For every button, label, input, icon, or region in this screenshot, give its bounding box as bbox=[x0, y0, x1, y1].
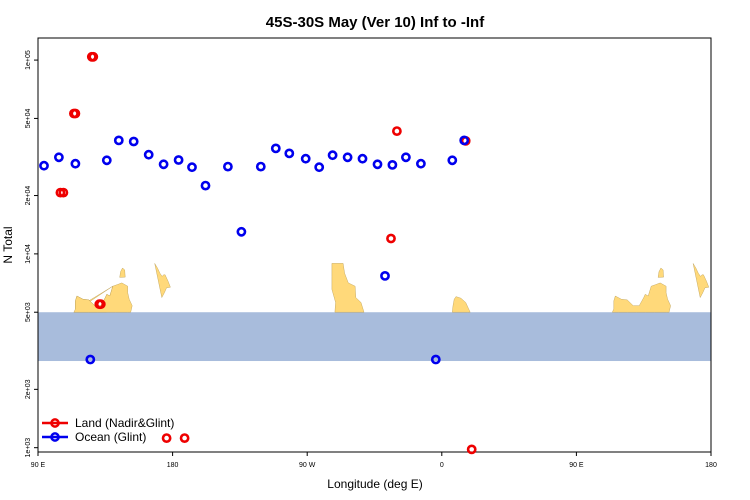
ocean-data-point bbox=[54, 152, 64, 163]
ocean-data-point bbox=[314, 162, 325, 173]
ocean-data-point bbox=[270, 143, 281, 154]
ocean-data-point bbox=[85, 354, 96, 365]
land-tasmania bbox=[119, 267, 126, 278]
x-tick-label: 90 E bbox=[569, 462, 584, 469]
y-tick-label: 1e+03 bbox=[25, 438, 32, 458]
x-tick-label: 90 W bbox=[299, 462, 316, 469]
land-data-point bbox=[179, 433, 190, 443]
map-band bbox=[38, 263, 711, 362]
land-africa bbox=[452, 296, 471, 313]
land-australia-repeat bbox=[611, 282, 671, 313]
ocean-data-point bbox=[236, 226, 247, 237]
ocean-data-point bbox=[300, 153, 311, 164]
plot-frame bbox=[37, 37, 712, 453]
ocean-band bbox=[38, 312, 711, 362]
ocean-data-point bbox=[222, 161, 233, 172]
y-tick-label: 2e+04 bbox=[25, 186, 32, 206]
y-tick-label: 5e+03 bbox=[25, 302, 32, 322]
x-tick-label: 180 bbox=[167, 462, 179, 469]
ocean-data-point bbox=[158, 159, 169, 170]
ocean-data-point bbox=[143, 149, 154, 160]
land-data-point bbox=[391, 126, 402, 137]
ocean-data-point bbox=[173, 155, 184, 165]
ocean-data-point bbox=[101, 155, 112, 166]
land-new-zealand-repeat bbox=[692, 263, 710, 299]
x-tick-label: 90 E bbox=[31, 462, 46, 469]
ocean-data-point bbox=[255, 161, 266, 172]
ocean-data-point bbox=[430, 354, 441, 365]
y-tick-label: 1e+05 bbox=[25, 50, 32, 70]
ocean-data-point bbox=[400, 152, 411, 163]
y-tick-label: 1e+04 bbox=[25, 244, 32, 264]
land-data-point bbox=[386, 233, 396, 244]
ocean-data-point bbox=[342, 152, 353, 163]
ocean-data-point bbox=[357, 153, 368, 164]
x-tick-label: 0 bbox=[440, 462, 444, 469]
legend: Land (Nadir&Glint)Ocean (Glint) bbox=[42, 416, 174, 444]
ocean-data-point bbox=[284, 148, 295, 159]
ocean-data-point bbox=[380, 270, 390, 281]
land-data-point bbox=[94, 299, 105, 310]
ocean-data-point bbox=[459, 135, 470, 146]
x-axis: 90 E 180 90 W 0 90 E 180 bbox=[31, 452, 717, 469]
land-data-point bbox=[55, 187, 66, 198]
ocean-data-point bbox=[39, 160, 49, 171]
ocean-data-point bbox=[327, 150, 338, 161]
ocean-data-point bbox=[415, 158, 426, 169]
x-axis-title: Longitude (deg E) bbox=[327, 477, 422, 491]
y-axis-title: N Total bbox=[1, 226, 15, 263]
legend-label: Ocean (Glint) bbox=[75, 430, 146, 444]
ocean-data-point bbox=[447, 155, 458, 166]
y-tick-label: 5e+04 bbox=[25, 108, 32, 128]
ocean-data-point bbox=[187, 162, 197, 173]
land-data-point bbox=[86, 51, 97, 62]
land-new-zealand bbox=[154, 263, 171, 299]
ocean-data-point bbox=[128, 136, 139, 147]
ocean-data-point bbox=[113, 135, 124, 146]
land-tasmania-repeat bbox=[657, 267, 664, 278]
land-data-point bbox=[161, 433, 172, 443]
y-axis: 1e+03 2e+03 5e+03 1e+04 2e+04 5e+04 1e+05 bbox=[25, 50, 38, 458]
ocean-data-point bbox=[387, 159, 398, 170]
land-south-america bbox=[331, 263, 365, 313]
x-tick-label: 180 bbox=[705, 462, 717, 469]
legend-swatch-marker bbox=[50, 432, 60, 442]
legend-swatch-marker bbox=[50, 418, 60, 428]
y-tick-label: 2e+03 bbox=[25, 379, 32, 399]
ocean-data-point bbox=[372, 159, 383, 170]
land-data-point bbox=[466, 444, 477, 455]
ocean-data-point bbox=[70, 158, 81, 169]
legend-label: Land (Nadir&Glint) bbox=[75, 416, 174, 430]
chart-title: 45S-30S May (Ver 10) Inf to -Inf bbox=[266, 14, 485, 31]
land-data-point bbox=[69, 108, 79, 119]
ocean-data-point bbox=[200, 180, 211, 191]
land-australia-east bbox=[73, 282, 133, 313]
data-points bbox=[39, 51, 477, 455]
